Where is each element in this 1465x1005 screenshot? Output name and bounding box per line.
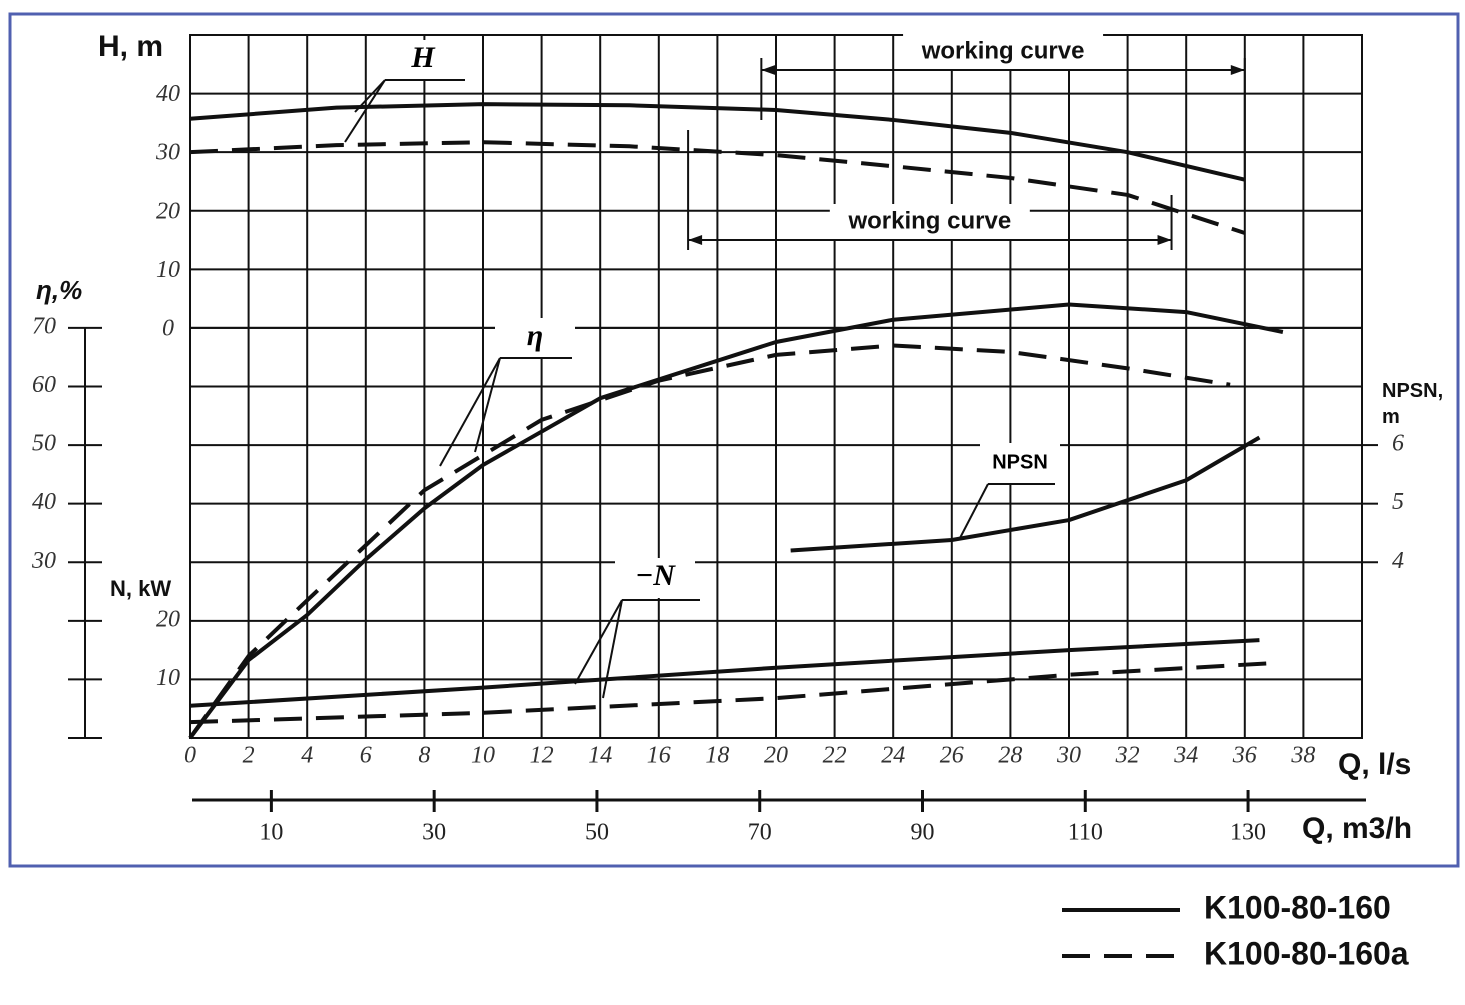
legend-label: K100-80-160a (1204, 935, 1409, 971)
curve (189, 102, 1246, 182)
x2-tick-label: 130 (1230, 820, 1266, 846)
h-tick-label: 40 (156, 81, 180, 107)
annotation: −N (635, 559, 676, 592)
x-tick-label: 18 (705, 743, 729, 769)
eta-axis-label: η,% (36, 275, 82, 305)
x-tick-label: 38 (1290, 743, 1315, 769)
x-tick-label: 8 (418, 743, 430, 769)
eta-tick-label: 60 (32, 372, 56, 398)
annotation-bg (980, 443, 1060, 483)
leader (354, 79, 386, 113)
curve (189, 140, 1246, 235)
curve (188, 302, 1284, 740)
annotation: working curve (921, 37, 1085, 64)
curve (189, 661, 1275, 725)
n-tick-label: 20 (156, 606, 180, 632)
eta-tick-label: 50 (32, 431, 56, 457)
x-tick-label: 20 (764, 743, 788, 769)
npsn-tick-label: 4 (1392, 548, 1404, 574)
x2-tick-label: 90 (911, 820, 935, 846)
x-tick-label: 0 (184, 743, 196, 769)
eta-tick-label: 30 (31, 548, 56, 574)
x-tick-label: 2 (243, 743, 255, 769)
x-tick-label: 10 (471, 743, 495, 769)
x-tick-label: 32 (1115, 743, 1140, 769)
h-tick-label: 10 (156, 257, 180, 283)
npsn-tick-label: 5 (1392, 489, 1404, 515)
curve (189, 638, 1260, 708)
leader (344, 79, 386, 143)
annotation-bg (615, 558, 695, 598)
h-axis-label: H, m (98, 30, 163, 63)
annotation-bg (495, 318, 575, 358)
x-tick-label: 14 (588, 743, 612, 769)
eta-tick-label: 70 (32, 313, 56, 339)
annotation-bg (829, 204, 1030, 240)
leader (439, 357, 501, 467)
x-tick-label: 4 (301, 743, 313, 769)
n-axis-label: N, kW (110, 576, 171, 601)
x2-tick-label: 30 (422, 820, 446, 846)
x-tick-label: 24 (881, 743, 905, 769)
eta-tick-label: 40 (32, 489, 56, 515)
n-tick-label: 10 (156, 665, 180, 691)
x-axis-label: Q, l/s (1338, 748, 1411, 781)
x-tick-label: 26 (940, 743, 964, 769)
x2-tick-label: 110 (1068, 820, 1103, 846)
h-tick-label: 30 (155, 140, 180, 166)
annotation: η (527, 319, 543, 352)
annotation-bg (383, 40, 463, 80)
x2-tick-label: 70 (748, 820, 772, 846)
legend-label: K100-80-160 (1204, 889, 1391, 925)
x-tick-label: 36 (1232, 743, 1257, 769)
x-tick-label: 12 (530, 743, 554, 769)
npsn-axis-label: NPSN, m (1382, 380, 1449, 428)
x-tick-label: 34 (1173, 743, 1198, 769)
frame (8, 12, 1460, 868)
annotation-bg (903, 34, 1104, 70)
x-tick-label: 6 (360, 743, 372, 769)
h-tick-label: 0 (162, 315, 174, 341)
x-tick-label: 30 (1056, 743, 1081, 769)
curve (790, 435, 1261, 553)
leader (474, 357, 501, 453)
leader (959, 483, 989, 539)
annotation: NPSN (992, 451, 1048, 473)
annotation: H (410, 41, 436, 74)
npsn-tick-label: 6 (1392, 431, 1404, 457)
leader (574, 599, 623, 685)
annotation: working curve (847, 207, 1011, 234)
x-tick-label: 28 (998, 743, 1022, 769)
x-tick-label: 22 (823, 743, 847, 769)
leader (602, 599, 623, 699)
x2-tick-label: 50 (585, 820, 609, 846)
x2-tick-label: 10 (259, 820, 283, 846)
x-tick-label: 16 (647, 743, 671, 769)
curve (188, 343, 1231, 740)
h-tick-label: 20 (156, 198, 180, 224)
x2-axis-label: Q, m3/h (1302, 812, 1412, 845)
